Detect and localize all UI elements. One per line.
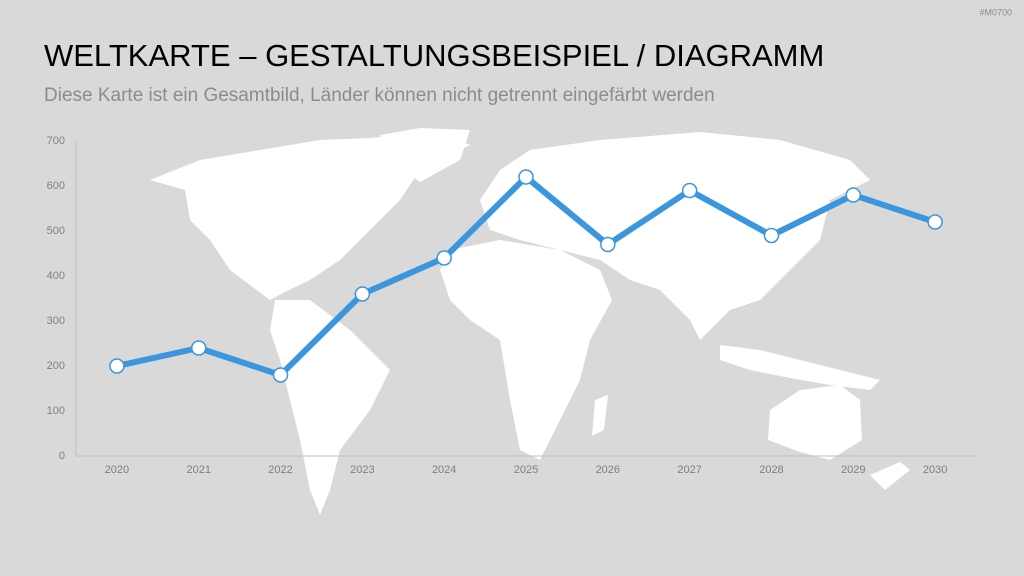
y-tick-label: 700 [47, 135, 65, 147]
x-tick-label: 2026 [596, 464, 620, 476]
x-tick-label: 2020 [105, 464, 129, 476]
y-tick-label: 200 [47, 360, 65, 372]
x-tick-label: 2022 [268, 464, 292, 476]
y-tick-label: 300 [47, 315, 65, 327]
y-tick-label: 100 [47, 405, 65, 417]
data-point [763, 227, 780, 244]
x-tick-label: 2021 [186, 464, 210, 476]
data-point [436, 250, 452, 266]
y-tick-label: 500 [47, 225, 65, 237]
data-point [109, 358, 125, 374]
y-tick-label: 0 [59, 450, 65, 462]
x-tick-label: 2027 [677, 464, 701, 476]
x-tick-label: 2025 [514, 464, 538, 476]
data-point [927, 214, 943, 230]
y-tick-label: 600 [47, 180, 65, 192]
x-tick-label: 2030 [923, 464, 947, 476]
x-tick-label: 2023 [350, 464, 374, 476]
subtitle: Diese Karte ist ein Gesamtbild, Länder k… [44, 85, 715, 106]
data-point [518, 169, 534, 185]
title: WELTKARTE – GESTALTUNGSBEISPIEL / DIAGRA… [44, 38, 824, 73]
data-point [272, 367, 289, 383]
y-tick-label: 400 [47, 270, 65, 282]
x-tick-label: 2028 [759, 464, 783, 476]
slide-code: #M0700 [979, 7, 1012, 17]
data-point [845, 187, 862, 203]
data-point [681, 182, 698, 199]
x-tick-label: 2024 [432, 464, 456, 476]
data-point [600, 236, 616, 253]
data-point [354, 286, 371, 302]
x-tick-label: 2029 [841, 464, 865, 476]
data-point [190, 340, 207, 356]
